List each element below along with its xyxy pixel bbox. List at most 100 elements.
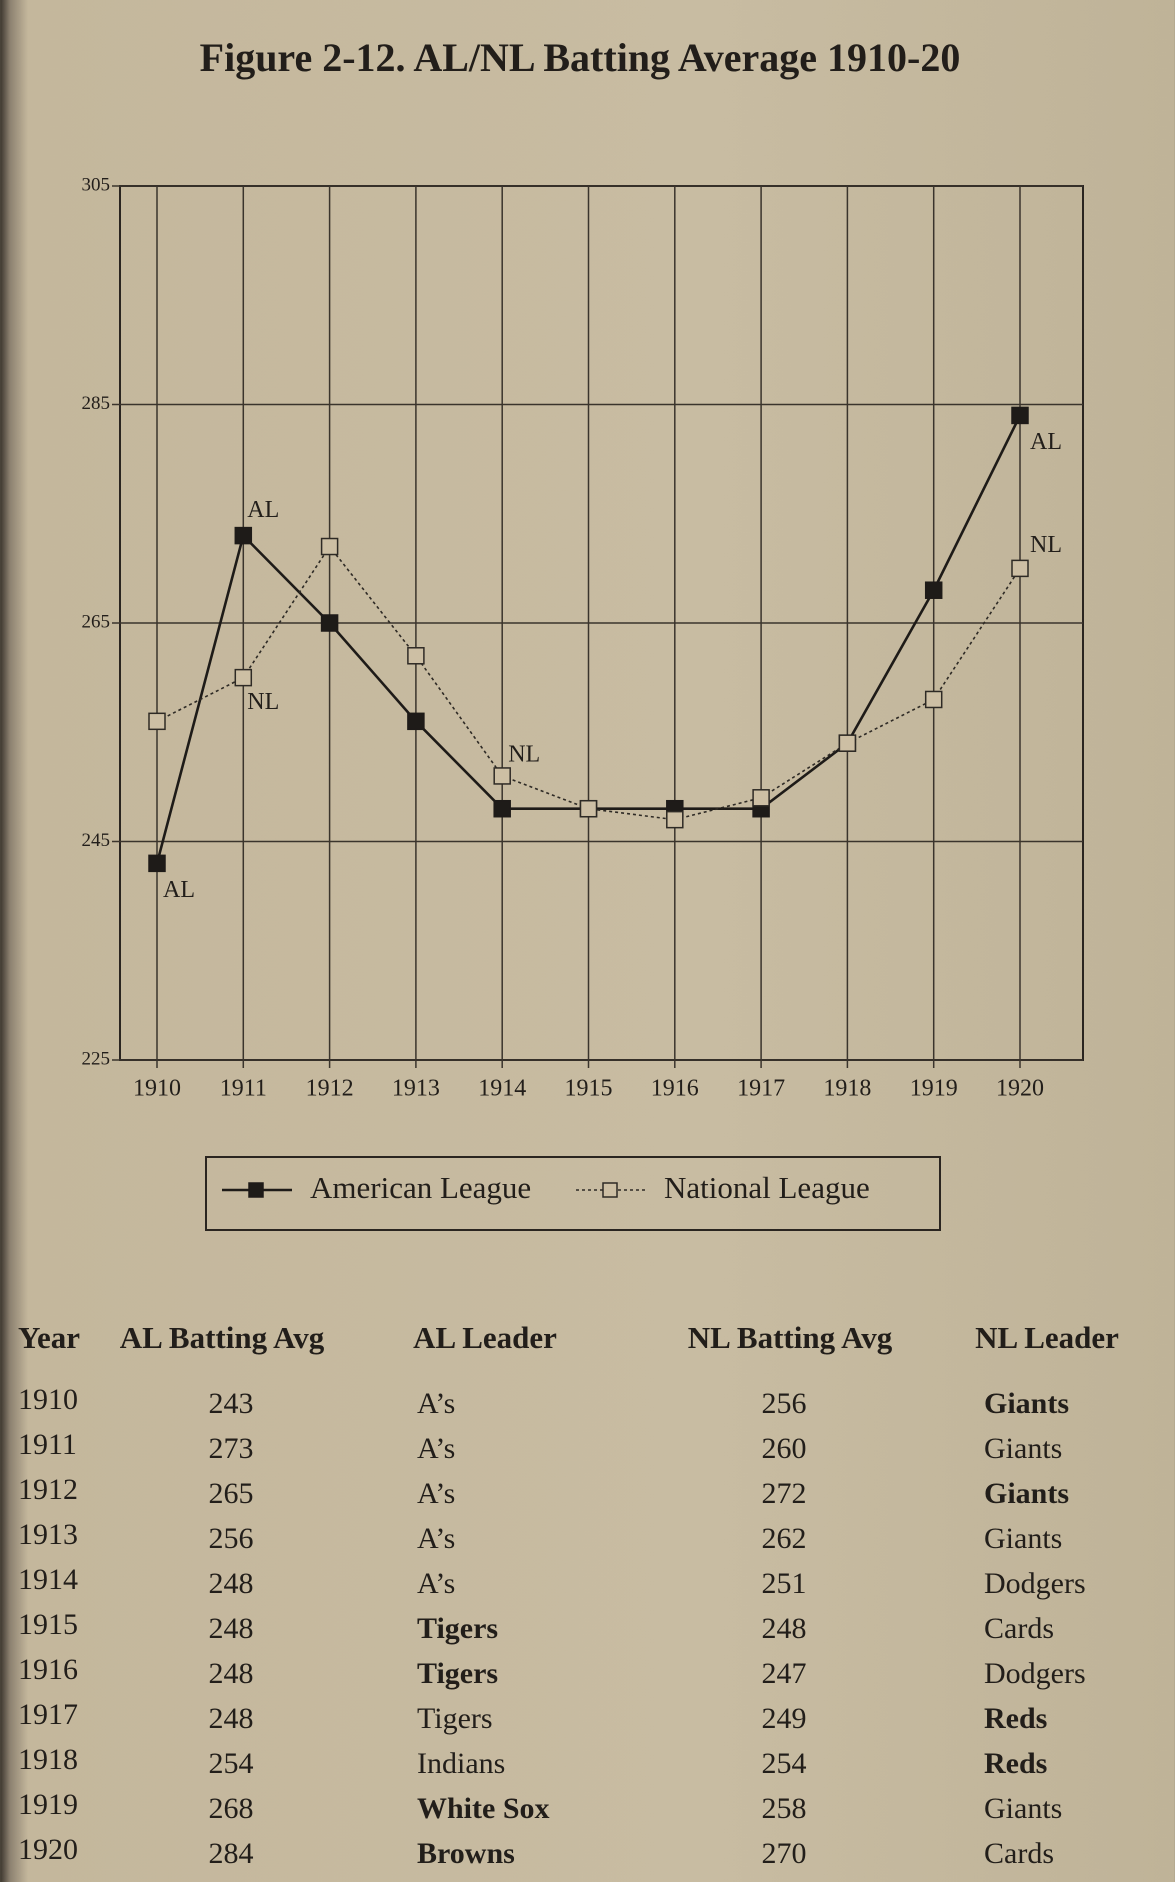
point-marker xyxy=(1011,406,1029,425)
table-cell: A’s xyxy=(417,1387,455,1420)
table-cell: 251 xyxy=(762,1567,807,1600)
annotation: NL xyxy=(508,741,540,767)
x-tick-label: 1917 xyxy=(737,1076,785,1102)
table-cell: 270 xyxy=(762,1837,807,1870)
x-tick-label: 1918 xyxy=(823,1076,871,1102)
table-cell: White Sox xyxy=(417,1792,550,1825)
table-cell: 243 xyxy=(209,1387,254,1420)
point-marker xyxy=(924,581,943,599)
table-cell: Cards xyxy=(984,1837,1054,1870)
table-cell: A’s xyxy=(417,1477,455,1510)
point-marker xyxy=(493,767,511,785)
table-cell: 1917 xyxy=(18,1698,78,1731)
table-cell: 1918 xyxy=(18,1743,78,1776)
table-cell: A’s xyxy=(417,1567,455,1600)
legend-marker xyxy=(602,1182,618,1198)
table-header: NL Leader xyxy=(975,1320,1119,1355)
table-cell: Dodgers xyxy=(984,1567,1086,1600)
point-marker xyxy=(924,690,943,709)
table-cell: Tigers xyxy=(417,1657,498,1690)
table-cell: 1915 xyxy=(18,1608,78,1641)
table-cell: Giants xyxy=(984,1522,1062,1555)
table-cell: 262 xyxy=(762,1522,807,1555)
y-tick-label: 225 xyxy=(82,1048,111,1069)
point-marker xyxy=(1011,559,1029,578)
point-marker xyxy=(752,789,770,807)
y-tick-label: 285 xyxy=(82,393,111,414)
table-cell: 1912 xyxy=(18,1473,78,1506)
point-marker xyxy=(407,712,425,731)
x-tick-label: 1915 xyxy=(565,1076,613,1102)
table-cell: 258 xyxy=(762,1792,807,1825)
table-cell: Reds xyxy=(984,1702,1047,1735)
point-marker xyxy=(320,614,339,632)
x-tick-label: 1914 xyxy=(478,1076,526,1102)
table-cell: A’s xyxy=(417,1522,455,1555)
table-header: NL Batting Avg xyxy=(688,1320,893,1355)
table-cell: 256 xyxy=(209,1522,254,1555)
table-cell: 248 xyxy=(209,1567,254,1600)
point-marker xyxy=(407,647,425,665)
annotation: AL xyxy=(163,877,195,903)
point-marker xyxy=(234,526,253,545)
y-tick-label: 245 xyxy=(82,830,111,851)
table-cell: Giants xyxy=(984,1432,1062,1465)
table-cell: Giants xyxy=(984,1387,1069,1420)
x-tick-label: 1912 xyxy=(306,1076,354,1102)
table-cell: 1910 xyxy=(18,1383,78,1416)
point-marker xyxy=(666,810,684,829)
table-cell: 248 xyxy=(209,1702,254,1735)
point-marker xyxy=(838,734,857,752)
table-cell: Reds xyxy=(984,1747,1047,1780)
table-cell: 265 xyxy=(209,1477,254,1510)
table-cell: 268 xyxy=(209,1792,254,1825)
chart-title: Figure 2-12. AL/NL Batting Average 1910-… xyxy=(200,35,961,80)
table-header: Year xyxy=(18,1320,80,1355)
table-cell: A’s xyxy=(417,1432,455,1465)
table-header: AL Leader xyxy=(413,1320,557,1355)
table-cell: 248 xyxy=(209,1612,254,1645)
table-cell: Tigers xyxy=(417,1612,498,1645)
table-cell: Giants xyxy=(984,1792,1062,1825)
table-cell: 254 xyxy=(209,1747,254,1780)
table-cell: 1911 xyxy=(18,1428,77,1461)
legend-label: American League xyxy=(310,1170,531,1205)
point-marker xyxy=(234,668,253,687)
table-cell: 260 xyxy=(762,1432,807,1465)
annotation: AL xyxy=(247,497,279,523)
x-tick-label: 1919 xyxy=(910,1076,958,1102)
table-cell: 1913 xyxy=(18,1518,78,1551)
x-tick-label: 1920 xyxy=(996,1076,1044,1102)
table-cell: Cards xyxy=(984,1612,1054,1645)
annotation: NL xyxy=(247,689,279,715)
point-marker xyxy=(148,712,166,731)
series-line xyxy=(156,545,1021,821)
table-cell: 1914 xyxy=(18,1563,78,1596)
table-cell: Giants xyxy=(984,1477,1069,1510)
table-cell: Tigers xyxy=(417,1702,493,1735)
annotation: AL xyxy=(1030,429,1062,455)
table-cell: 249 xyxy=(762,1702,807,1735)
legend-label: National League xyxy=(664,1170,870,1205)
annotation: NL xyxy=(1030,532,1062,558)
table-cell: 272 xyxy=(762,1477,807,1510)
y-tick-label: 265 xyxy=(82,611,111,632)
x-tick-label: 1910 xyxy=(133,1076,181,1102)
table-cell: 248 xyxy=(209,1657,254,1690)
table-cell: Indians xyxy=(417,1747,505,1780)
point-marker xyxy=(493,799,511,818)
table-cell: Dodgers xyxy=(984,1657,1086,1690)
table-cell: Browns xyxy=(417,1837,515,1870)
table-cell: 256 xyxy=(762,1387,807,1420)
table-cell: 1920 xyxy=(18,1833,78,1866)
point-marker xyxy=(320,537,339,556)
table-cell: 284 xyxy=(209,1837,254,1870)
point-marker xyxy=(579,799,598,818)
table-cell: 1916 xyxy=(18,1653,78,1686)
point-marker xyxy=(148,854,166,873)
table-cell: 247 xyxy=(762,1657,807,1690)
x-tick-label: 1913 xyxy=(392,1076,440,1102)
table-cell: 1919 xyxy=(18,1788,78,1821)
